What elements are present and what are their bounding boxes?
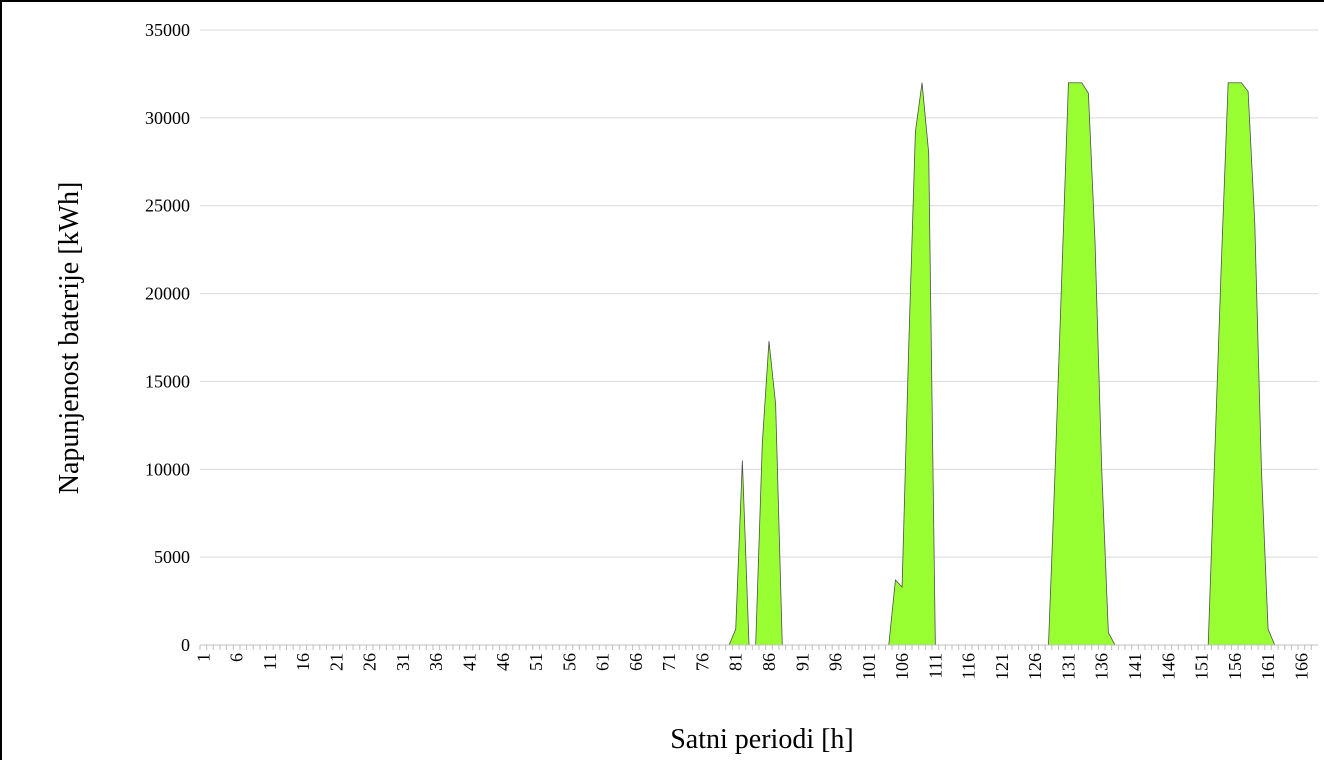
y-tick-label: 5000 — [154, 547, 190, 567]
y-tick-label: 15000 — [145, 371, 190, 391]
x-tick-label: 111 — [925, 653, 945, 679]
x-tick-label: 41 — [460, 653, 480, 671]
x-tick-label: 141 — [1125, 653, 1145, 680]
x-tick-label: 1 — [193, 653, 213, 662]
x-tick-label: 51 — [526, 653, 546, 671]
x-tick-label: 91 — [792, 653, 812, 671]
y-tick-label: 0 — [181, 635, 190, 655]
y-tick-label: 20000 — [145, 284, 190, 304]
x-tick-label: 161 — [1258, 653, 1278, 680]
x-tick-label: 151 — [1192, 653, 1212, 680]
x-tick-label: 146 — [1158, 653, 1178, 680]
x-tick-label: 11 — [260, 653, 280, 670]
x-tick-label: 136 — [1092, 653, 1112, 680]
x-tick-label: 96 — [826, 653, 846, 671]
y-axis-title: Napunjenost baterije [kWh] — [54, 182, 85, 495]
x-tick-label: 116 — [959, 653, 979, 679]
x-tick-label: 36 — [426, 653, 446, 671]
x-tick-label: 76 — [692, 653, 712, 671]
x-tick-label: 71 — [659, 653, 679, 671]
x-tick-label: 31 — [393, 653, 413, 671]
x-tick-label: 21 — [326, 653, 346, 671]
x-tick-label: 156 — [1225, 653, 1245, 680]
x-axis-title: Satni periodi [h] — [670, 724, 854, 755]
y-tick-label: 35000 — [145, 20, 190, 40]
area — [203, 82, 1315, 646]
x-tick-label: 131 — [1058, 653, 1078, 680]
x-tick-label: 121 — [992, 653, 1012, 680]
x-tick-label: 101 — [859, 653, 879, 680]
x-tick-label: 26 — [360, 653, 380, 671]
x-tick-label: 16 — [293, 653, 313, 671]
x-tick-label: 81 — [726, 653, 746, 671]
x-tick-label: 106 — [892, 653, 912, 680]
x-tick-label: 56 — [559, 653, 579, 671]
y-tick-label: 25000 — [145, 196, 190, 216]
x-tick-label: 66 — [626, 653, 646, 671]
x-tick-label: 61 — [593, 653, 613, 671]
x-tick-label: 46 — [493, 653, 513, 671]
x-tick-label: 86 — [759, 653, 779, 671]
x-tick-label: 166 — [1291, 653, 1311, 680]
x-tick-label: 6 — [227, 653, 247, 662]
x-tick-label: 126 — [1025, 653, 1045, 680]
y-tick-label: 30000 — [145, 108, 190, 128]
y-tick-label: 10000 — [145, 459, 190, 479]
